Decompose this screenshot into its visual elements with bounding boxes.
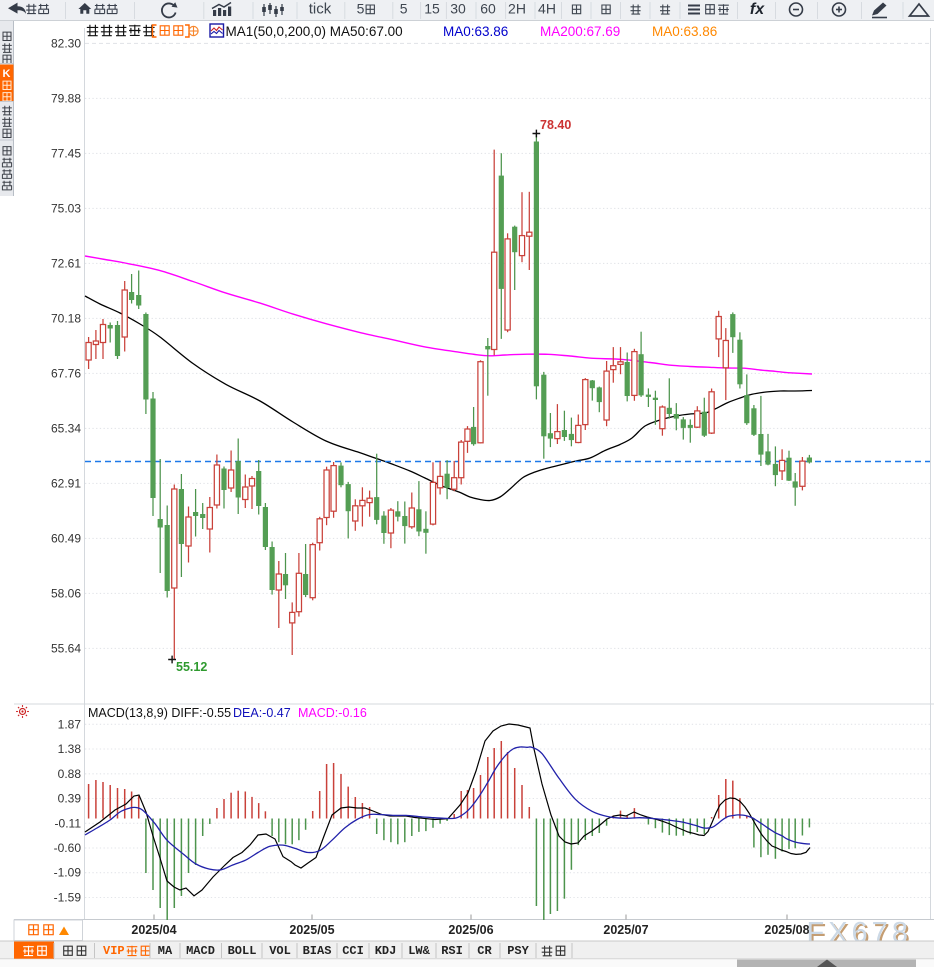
- svg-text:67.76: 67.76: [51, 366, 81, 380]
- svg-text:60.49: 60.49: [51, 531, 81, 545]
- svg-text:62.91: 62.91: [51, 476, 81, 490]
- svg-text:-0.60: -0.60: [54, 841, 82, 855]
- svg-text:5: 5: [357, 1, 365, 17]
- svg-text:2025/04: 2025/04: [131, 923, 176, 937]
- svg-text:58.06: 58.06: [51, 586, 81, 600]
- svg-text:MA0:63.86: MA0:63.86: [443, 24, 508, 39]
- svg-text:K: K: [3, 68, 11, 80]
- svg-text:5: 5: [400, 1, 408, 17]
- svg-text:2025/05: 2025/05: [289, 923, 334, 937]
- svg-text:LW&: LW&: [408, 944, 430, 958]
- svg-text:MACD:-0.16: MACD:-0.16: [298, 706, 367, 720]
- svg-text:MACD(13,8,9) DIFF:-0.55: MACD(13,8,9) DIFF:-0.55: [88, 706, 231, 720]
- svg-text:4H: 4H: [538, 1, 556, 17]
- svg-text:72.61: 72.61: [51, 256, 81, 270]
- svg-text:BOLL: BOLL: [228, 944, 257, 958]
- svg-text:30: 30: [450, 1, 466, 17]
- svg-text:1.38: 1.38: [58, 742, 82, 756]
- svg-text:65.34: 65.34: [51, 421, 81, 435]
- svg-text:KDJ: KDJ: [375, 944, 397, 958]
- svg-text:-1.59: -1.59: [54, 890, 82, 904]
- svg-text:RSI: RSI: [441, 944, 463, 958]
- svg-text:MA200:67.69: MA200:67.69: [540, 24, 620, 39]
- svg-text:CCI: CCI: [342, 944, 364, 958]
- svg-text:MACD: MACD: [186, 944, 215, 958]
- svg-text:79.88: 79.88: [51, 91, 81, 105]
- svg-text:MA: MA: [158, 944, 173, 958]
- svg-text:60: 60: [480, 1, 496, 17]
- svg-text:77.45: 77.45: [51, 146, 81, 160]
- svg-text:75.03: 75.03: [51, 201, 81, 215]
- svg-text:2025/08: 2025/08: [764, 923, 809, 937]
- svg-text:-0.11: -0.11: [55, 816, 82, 830]
- svg-text:2025/07: 2025/07: [603, 923, 648, 937]
- svg-text:-1.09: -1.09: [54, 866, 82, 880]
- svg-text:fx: fx: [750, 1, 765, 18]
- svg-text:PSY: PSY: [507, 944, 529, 958]
- svg-text:CR: CR: [477, 944, 492, 958]
- svg-text:55.64: 55.64: [51, 641, 81, 655]
- svg-text:55.12: 55.12: [176, 660, 207, 674]
- svg-text:70.18: 70.18: [51, 311, 81, 325]
- svg-text:82.30: 82.30: [51, 36, 81, 50]
- svg-text:MA0:63.86: MA0:63.86: [652, 24, 717, 39]
- svg-text:0.88: 0.88: [58, 767, 82, 781]
- svg-text:1.87: 1.87: [58, 717, 82, 731]
- svg-text:VOL: VOL: [269, 944, 291, 958]
- svg-text:15: 15: [424, 1, 440, 17]
- svg-text:0.39: 0.39: [58, 792, 82, 806]
- svg-text:2H: 2H: [508, 1, 526, 17]
- svg-text:tick: tick: [309, 1, 332, 18]
- svg-text:2025/06: 2025/06: [448, 923, 493, 937]
- svg-text:BIAS: BIAS: [303, 944, 332, 958]
- svg-text:DEA:-0.47: DEA:-0.47: [233, 706, 291, 720]
- svg-text:MA1(50,0,200,0) MA50:67.00: MA1(50,0,200,0) MA50:67.00: [226, 24, 403, 39]
- svg-text:78.40: 78.40: [540, 118, 571, 132]
- svg-text:VIP: VIP: [103, 944, 125, 958]
